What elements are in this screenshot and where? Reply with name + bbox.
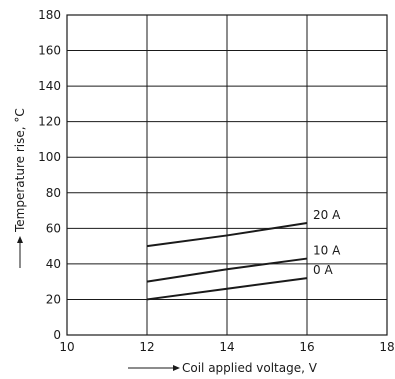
series-line [146, 277, 308, 301]
series-labels: 20 A 10 A 0 A [313, 208, 341, 277]
x-tick-label: 10 [59, 340, 74, 354]
tick-labels: 0 20 40 60 80 100 120 140 160 180 10 12 14 16 18 [38, 8, 395, 354]
x-tick-label: 12 [139, 340, 154, 354]
x-axis-title-group: Coil applied voltage, V [128, 361, 318, 375]
series-line [146, 257, 308, 283]
series-label: 20 A [313, 208, 341, 222]
series-lines [146, 222, 308, 301]
y-tick-label: 40 [46, 257, 61, 271]
y-tick-label: 180 [38, 8, 61, 22]
y-axis-arrowhead-icon [17, 236, 23, 243]
x-tick-label: 16 [299, 340, 314, 354]
plot-frame [66, 14, 388, 336]
y-tick-label: 20 [46, 292, 61, 306]
y-axis-title: Temperature rise, °C [13, 108, 27, 233]
y-tick-label: 100 [38, 150, 61, 164]
series-line [146, 222, 308, 248]
grid [66, 14, 388, 336]
y-tick-label: 0 [53, 328, 61, 342]
y-tick-label: 140 [38, 79, 61, 93]
x-tick-label: 14 [219, 340, 234, 354]
y-tick-label: 160 [38, 44, 61, 58]
y-tick-label: 80 [46, 186, 61, 200]
series-label: 10 A [313, 244, 341, 258]
y-axis-title-group: Temperature rise, °C [13, 108, 27, 268]
x-axis-arrowhead-icon [173, 365, 180, 371]
y-tick-label: 120 [38, 115, 61, 129]
x-tick-label: 18 [379, 340, 394, 354]
series-label: 0 A [313, 263, 333, 277]
y-tick-label: 60 [46, 221, 61, 235]
x-axis-title: Coil applied voltage, V [182, 361, 318, 375]
